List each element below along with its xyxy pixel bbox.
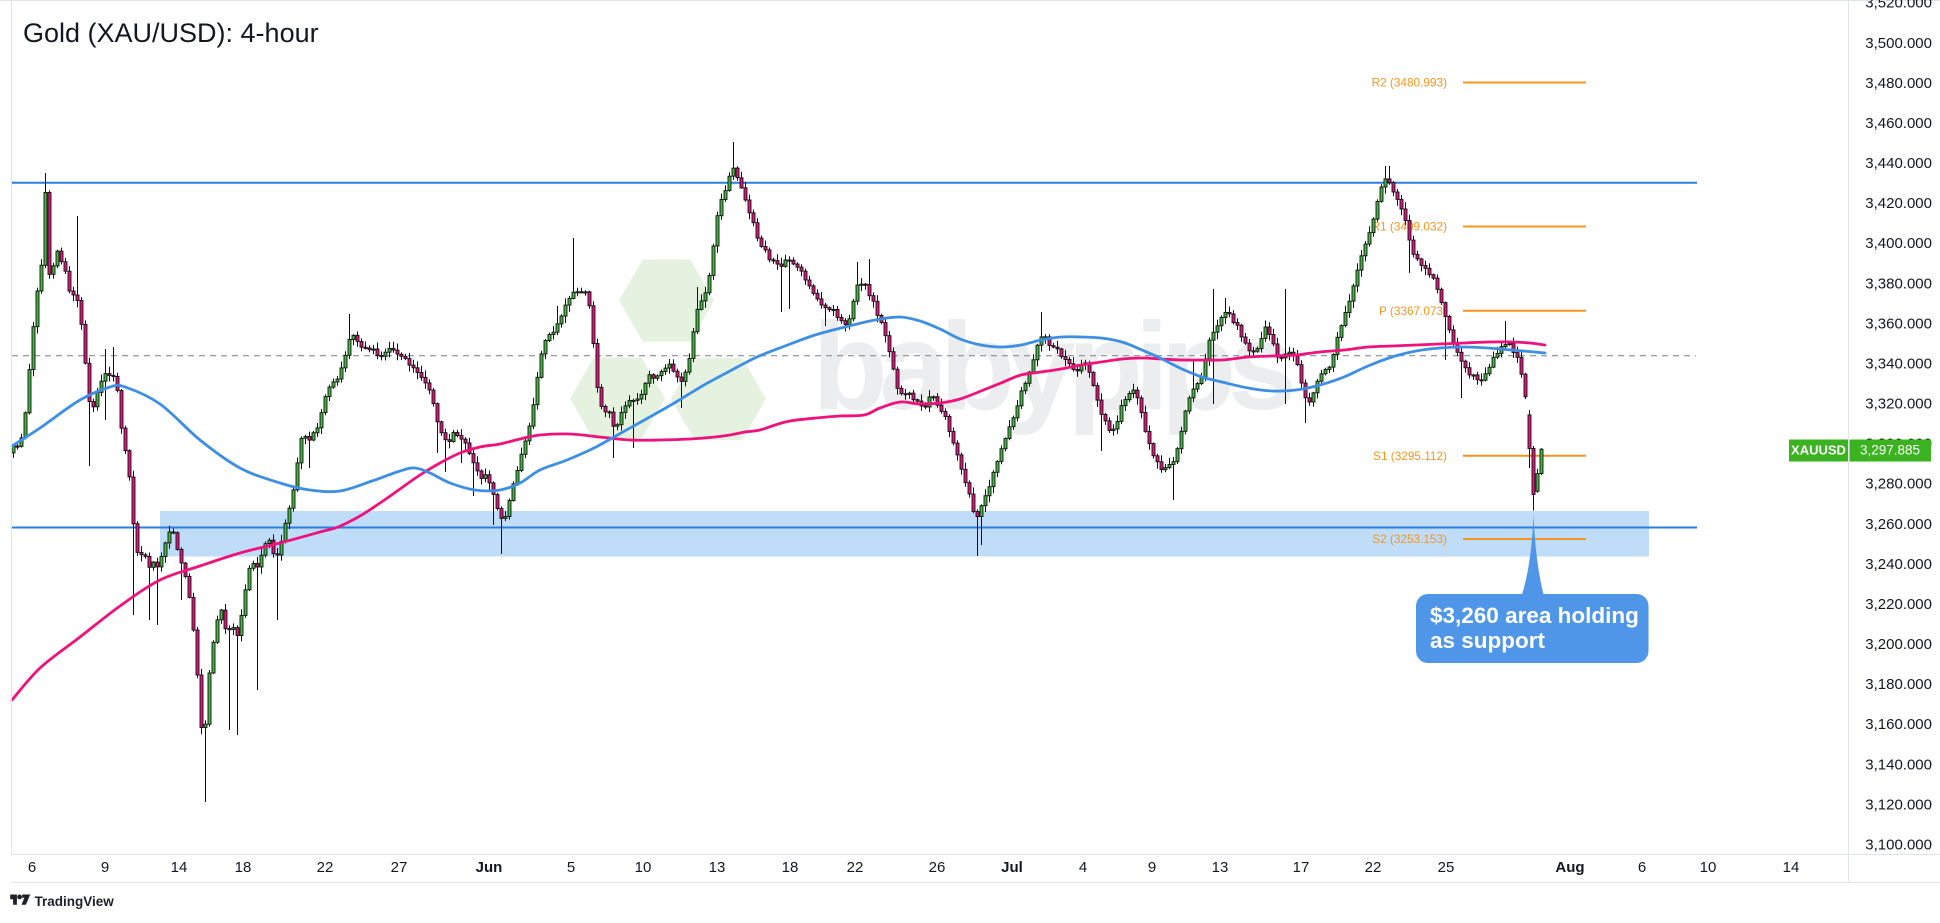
svg-text:3,120.000: 3,120.000 — [1865, 796, 1932, 813]
svg-text:Aug: Aug — [1555, 859, 1584, 876]
svg-text:3,480.000: 3,480.000 — [1865, 75, 1932, 92]
svg-text:$3,260 area holding: $3,260 area holding — [1430, 603, 1639, 628]
svg-text:22: 22 — [317, 859, 334, 876]
svg-text:3,240.000: 3,240.000 — [1865, 556, 1932, 573]
svg-text:27: 27 — [391, 859, 408, 876]
svg-text:4: 4 — [1079, 859, 1087, 876]
svg-text:as support: as support — [1430, 628, 1546, 653]
svg-text:S2 (3253.153): S2 (3253.153) — [1372, 532, 1447, 546]
svg-text:Jun: Jun — [476, 859, 503, 876]
svg-text:Jul: Jul — [1001, 859, 1023, 876]
svg-text:22: 22 — [1365, 859, 1382, 876]
svg-text:26: 26 — [929, 859, 946, 876]
svg-text:9: 9 — [1148, 859, 1156, 876]
svg-text:3,180.000: 3,180.000 — [1865, 676, 1932, 693]
svg-text:14: 14 — [1783, 859, 1800, 876]
svg-text:3,520.000: 3,520.000 — [1865, 0, 1932, 12]
svg-text:3,160.000: 3,160.000 — [1865, 716, 1932, 733]
svg-text:3,280.000: 3,280.000 — [1865, 476, 1932, 493]
svg-text:S1 (3295.112): S1 (3295.112) — [1373, 449, 1447, 463]
svg-text:3,460.000: 3,460.000 — [1865, 115, 1932, 132]
svg-text:22: 22 — [847, 859, 864, 876]
svg-text:17: 17 — [1293, 859, 1310, 876]
svg-text:3,340.000: 3,340.000 — [1865, 356, 1932, 373]
svg-text:5: 5 — [567, 859, 575, 876]
svg-text:TradingView: TradingView — [35, 894, 115, 909]
svg-text:14: 14 — [171, 859, 188, 876]
svg-text:3,400.000: 3,400.000 — [1865, 235, 1932, 252]
svg-text:18: 18 — [782, 859, 799, 876]
svg-text:3,440.000: 3,440.000 — [1865, 155, 1932, 172]
svg-text:3,260.000: 3,260.000 — [1865, 516, 1932, 533]
svg-text:13: 13 — [1212, 859, 1229, 876]
svg-text:10: 10 — [1700, 859, 1717, 876]
svg-text:XAUUSD: XAUUSD — [1791, 443, 1846, 458]
svg-text:R2 (3480.993): R2 (3480.993) — [1372, 76, 1447, 90]
svg-text:3,140.000: 3,140.000 — [1865, 756, 1932, 773]
svg-text:P (3367.073): P (3367.073) — [1379, 304, 1447, 318]
svg-text:25: 25 — [1438, 859, 1455, 876]
svg-text:3,320.000: 3,320.000 — [1865, 396, 1932, 413]
svg-text:3,420.000: 3,420.000 — [1865, 195, 1932, 212]
svg-text:6: 6 — [1638, 859, 1646, 876]
svg-text:3,360.000: 3,360.000 — [1865, 315, 1932, 332]
svg-text:3,500.000: 3,500.000 — [1865, 35, 1932, 52]
svg-text:10: 10 — [635, 859, 652, 876]
svg-text:Gold (XAU/USD): 4-hour: Gold (XAU/USD): 4-hour — [23, 18, 319, 48]
svg-text:3,100.000: 3,100.000 — [1865, 837, 1932, 854]
svg-text:3,200.000: 3,200.000 — [1865, 636, 1932, 653]
svg-text:9: 9 — [101, 859, 109, 876]
svg-text:3,220.000: 3,220.000 — [1865, 596, 1932, 613]
svg-text:3,380.000: 3,380.000 — [1865, 275, 1932, 292]
svg-text:13: 13 — [709, 859, 726, 876]
svg-text:18: 18 — [235, 859, 252, 876]
svg-text:6: 6 — [28, 859, 36, 876]
svg-text:3,297.885: 3,297.885 — [1860, 443, 1920, 458]
